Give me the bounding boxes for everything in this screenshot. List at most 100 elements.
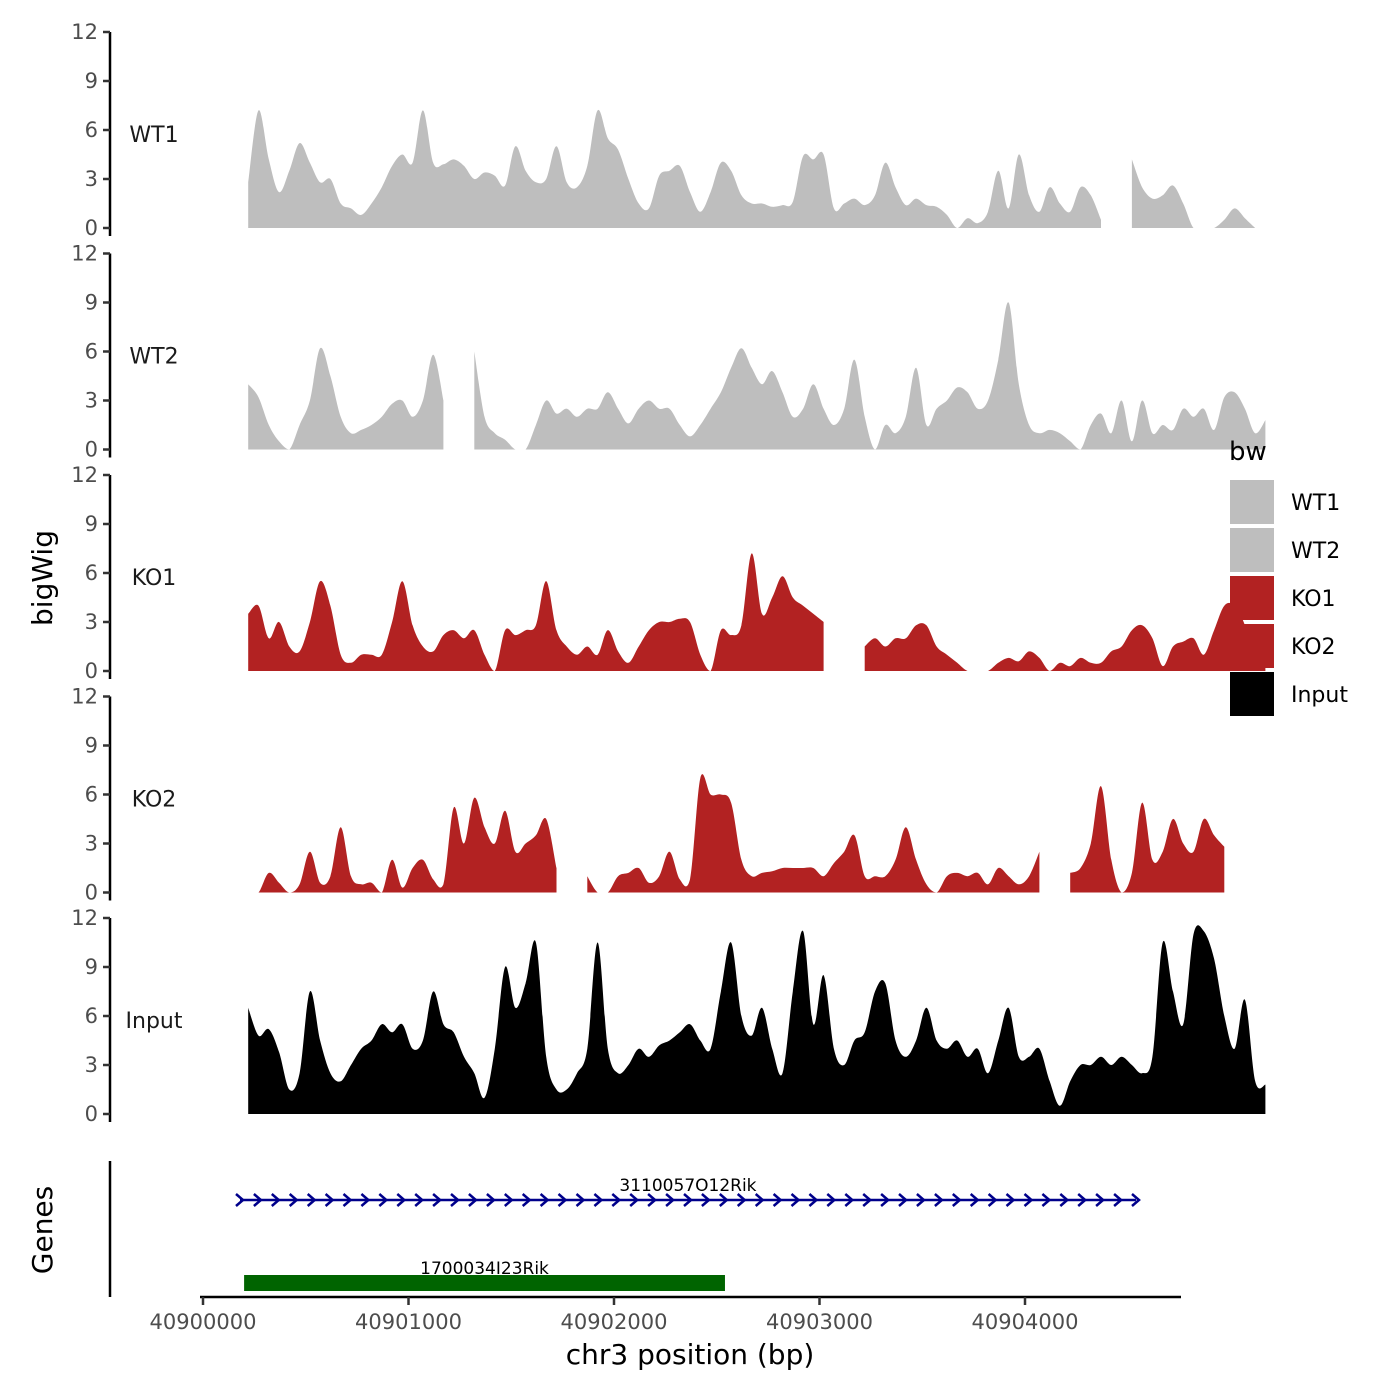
x-tick-label: 40900000 [150,1310,257,1334]
y-tick-label: 12 [71,685,98,709]
strand-arrow [934,1193,944,1207]
genes-panel: 3110057O12Rik 1700034I23Rik [108,1161,1141,1297]
legend-title: bw [1229,437,1267,467]
gene-1700034i23rik: 1700034I23Rik [244,1259,725,1291]
track-area-input [248,925,1266,1114]
track-wt1: 0 3 6 9 12 WT1 [71,20,1256,240]
strand-arrow [450,1193,460,1207]
strand-arrow [1113,1193,1124,1207]
strand-arrow [360,1193,371,1207]
x-axis-title: chr3 position (bp) [566,1338,815,1371]
strand-arrow [772,1193,783,1207]
strand-arrow [808,1193,819,1207]
strand-arrow [611,1193,622,1207]
strand-arrow [969,1193,980,1207]
y-tick-label: 6 [85,1004,98,1028]
y-axis-title: bigWig [26,530,59,626]
strand-arrow [683,1193,693,1207]
strand-arrow [701,1193,711,1207]
legend-swatch [1230,672,1274,716]
strand-arrow [342,1193,353,1207]
strand-arrow [1095,1193,1106,1207]
strand-arrow [647,1193,658,1207]
y-tick-label: 12 [71,906,98,930]
strand-arrow [378,1193,389,1207]
y-tick-label: 3 [85,389,98,413]
legend: bw WT1 WT2 KO1 KO2 Input [1229,437,1348,716]
track-area-wt2 [474,302,1266,450]
track-label: Input [126,1009,183,1034]
track-area-ko2 [587,774,1040,893]
y-tick-label: 0 [85,1102,98,1126]
strand-arrow [575,1193,586,1207]
legend-item-ko2: KO2 [1230,624,1336,668]
strand-arrow [539,1193,550,1207]
track-label: WT1 [129,123,178,148]
strand-arrow [629,1193,640,1207]
y-tick-label: 6 [85,561,98,585]
track-ko2: 0 3 6 9 12 KO2 [71,685,1225,905]
legend-label: KO2 [1291,635,1336,660]
strand-arrow [468,1193,478,1207]
track-area-wt1 [248,109,1101,228]
track-ko1: 0 3 6 9 12 KO1 [71,463,1266,683]
track-label: KO2 [132,788,177,813]
genes-axis-title: Genes [26,1186,59,1274]
x-axis: 40900000 40901000 40902000 40903000 40904000 [150,1295,1181,1334]
legend-item-wt1: WT1 [1230,480,1340,524]
strand-arrow [557,1193,568,1207]
y-tick-label: 0 [85,216,98,240]
strand-arrow [736,1193,747,1207]
strand-arrow [593,1193,604,1207]
legend-swatch [1230,576,1274,620]
gene-label: 1700034I23Rik [420,1259,549,1279]
x-tick-label: 40903000 [766,1310,873,1334]
y-tick-label: 12 [71,242,98,266]
y-tick-label: 9 [85,69,98,93]
gene-block [244,1275,725,1291]
y-tick-label: 3 [85,1053,98,1077]
strand-arrow [898,1193,908,1207]
strand-arrow [253,1193,263,1207]
strand-arrow [1059,1193,1070,1207]
strand-arrow [414,1193,425,1207]
strand-arrow [1131,1193,1141,1207]
strand-arrow [862,1193,873,1207]
y-tick-label: 6 [85,118,98,142]
track-area-ko2 [1070,786,1225,893]
gene-label: 3110057O12Rik [619,1176,756,1196]
y-tick-label: 9 [85,512,98,536]
y-tick-label: 0 [85,659,98,683]
legend-label: Input [1291,683,1348,708]
track-wt2: 0 3 6 9 12 WT2 [71,242,1266,462]
strand-arrow [844,1193,855,1207]
strand-arrow [951,1193,962,1207]
track-label: KO1 [132,566,177,591]
legend-item-ko1: KO1 [1230,576,1336,620]
track-input: 0 3 6 9 12 Input [71,906,1266,1126]
y-tick-label: 9 [85,955,98,979]
track-area-ko2 [248,797,557,893]
legend-item-wt2: WT2 [1230,528,1340,572]
strand-arrow [486,1193,496,1207]
strand-arrow [1077,1193,1088,1207]
y-tick-label: 9 [85,734,98,758]
strand-arrow [754,1193,765,1207]
strand-arrow [396,1193,407,1207]
y-tick-label: 3 [85,610,98,634]
track-label: WT2 [129,345,178,370]
strand-arrow [665,1193,676,1207]
strand-arrow [987,1193,998,1207]
strand-arrow [790,1193,801,1207]
strand-arrow [235,1193,245,1207]
y-tick-label: 0 [85,881,98,905]
y-tick-label: 3 [85,167,98,191]
strand-arrow [826,1193,837,1207]
strand-arrow [306,1193,317,1207]
strand-arrow [288,1193,299,1207]
legend-label: WT1 [1291,491,1340,516]
strand-arrow [916,1193,926,1207]
gene-3110057o12rik: 3110057O12Rik [235,1176,1141,1207]
y-tick-label: 9 [85,291,98,315]
